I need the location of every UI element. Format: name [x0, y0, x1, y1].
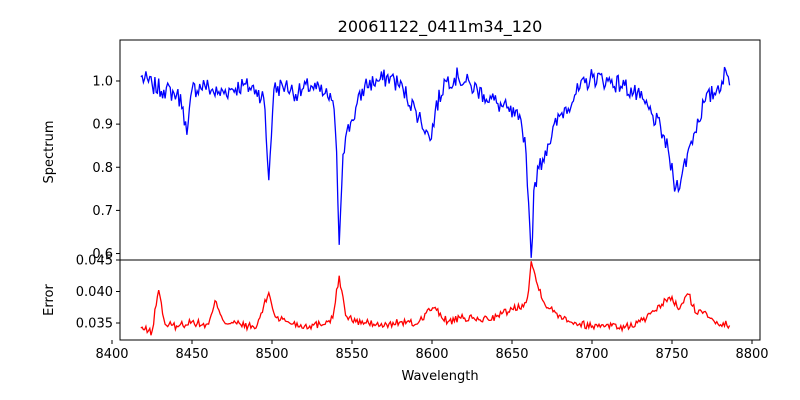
error-y-axis-label: Error [42, 284, 57, 316]
spectrum-y-tick-label: 0.7 [92, 204, 113, 219]
x-tick-label: 8600 [415, 347, 448, 362]
chart-title: 20061122_0411m34_120 [338, 17, 543, 37]
x-tick-label: 8400 [95, 347, 128, 362]
error-y-ticks: 0.035 0.040 0.045 [76, 254, 120, 331]
spectrum-panel: 0.6 0.7 0.8 0.9 1.0 Spectrum [42, 39, 761, 262]
x-tick-label: 8500 [255, 347, 288, 362]
x-tick-label: 8550 [335, 347, 368, 362]
x-tick-label: 8700 [575, 347, 608, 362]
error-plot-frame [119, 259, 761, 341]
error-y-tick-label: 0.045 [76, 254, 113, 269]
spectrum-series-line [140, 66, 731, 258]
spectrum-y-tick-label: 0.8 [92, 161, 113, 176]
error-y-tick-label: 0.040 [76, 285, 113, 300]
spectrum-y-tick-label: 0.6 [92, 247, 113, 262]
error-panel: 0.035 0.040 0.045 8400 8450 8500 8550 8600 8650… [42, 254, 769, 385]
error-series-line [140, 261, 731, 336]
spectrum-y-ticks: 0.6 0.7 0.8 0.9 1.0 [92, 74, 120, 262]
spectrum-y-tick-label: 1.0 [92, 74, 113, 89]
x-tick-label: 8650 [495, 347, 528, 362]
spectrum-y-axis-label: Spectrum [42, 121, 57, 184]
wavelength-x-ticks: 8400 8450 8500 8550 8600 8650 8700 8750 8800 [95, 340, 769, 362]
x-tick-label: 8800 [735, 347, 768, 362]
x-tick-label: 8750 [655, 347, 688, 362]
error-y-tick-label: 0.035 [76, 316, 113, 331]
x-axis-label: Wavelength [401, 369, 478, 384]
spectrum-y-tick-label: 0.9 [92, 118, 113, 133]
spectrum-plot-frame [119, 39, 761, 261]
x-tick-label: 8450 [175, 347, 208, 362]
